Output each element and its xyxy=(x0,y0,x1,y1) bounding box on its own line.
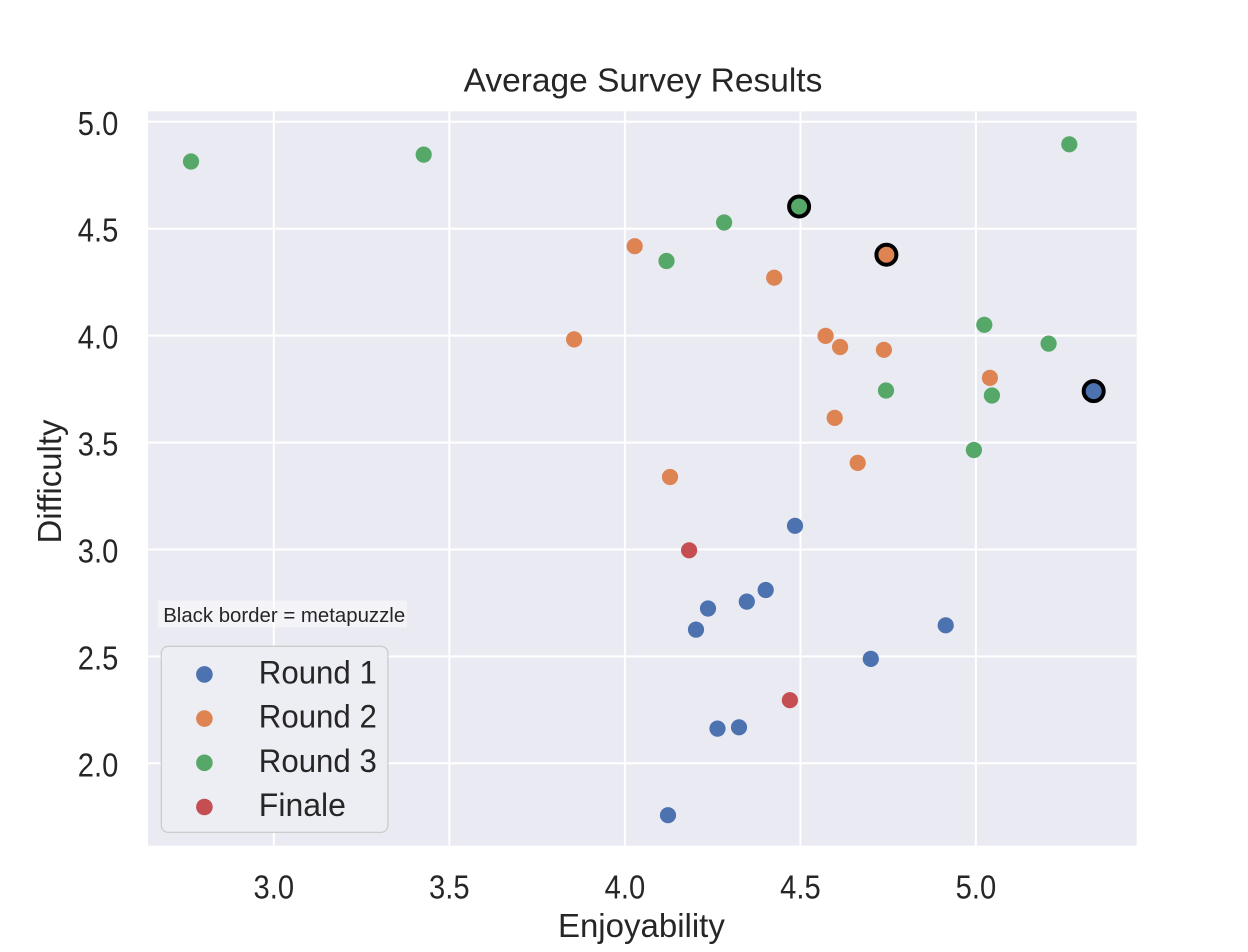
svg-text:2.0: 2.0 xyxy=(78,746,119,783)
svg-text:Difficulty: Difficulty xyxy=(31,419,68,544)
svg-text:Round 3: Round 3 xyxy=(259,743,377,779)
svg-text:3.5: 3.5 xyxy=(429,868,470,905)
svg-text:4.0: 4.0 xyxy=(78,319,119,356)
svg-text:Finale: Finale xyxy=(259,787,346,823)
svg-text:4.0: 4.0 xyxy=(605,868,646,905)
svg-text:3.0: 3.0 xyxy=(78,533,119,570)
svg-text:Average Survey Results: Average Survey Results xyxy=(464,62,823,99)
svg-text:3.5: 3.5 xyxy=(78,426,119,463)
svg-text:5.0: 5.0 xyxy=(78,105,119,142)
svg-text:4.5: 4.5 xyxy=(780,868,821,905)
svg-text:Round 1: Round 1 xyxy=(259,654,377,690)
svg-text:5.0: 5.0 xyxy=(956,868,997,905)
svg-text:2.5: 2.5 xyxy=(78,639,119,676)
svg-text:Round 2: Round 2 xyxy=(259,699,377,735)
svg-text:4.5: 4.5 xyxy=(78,212,119,249)
svg-text:3.0: 3.0 xyxy=(254,868,295,905)
svg-text:Black border = metapuzzle: Black border = metapuzzle xyxy=(163,605,405,627)
svg-text:Enjoyability: Enjoyability xyxy=(558,907,725,944)
